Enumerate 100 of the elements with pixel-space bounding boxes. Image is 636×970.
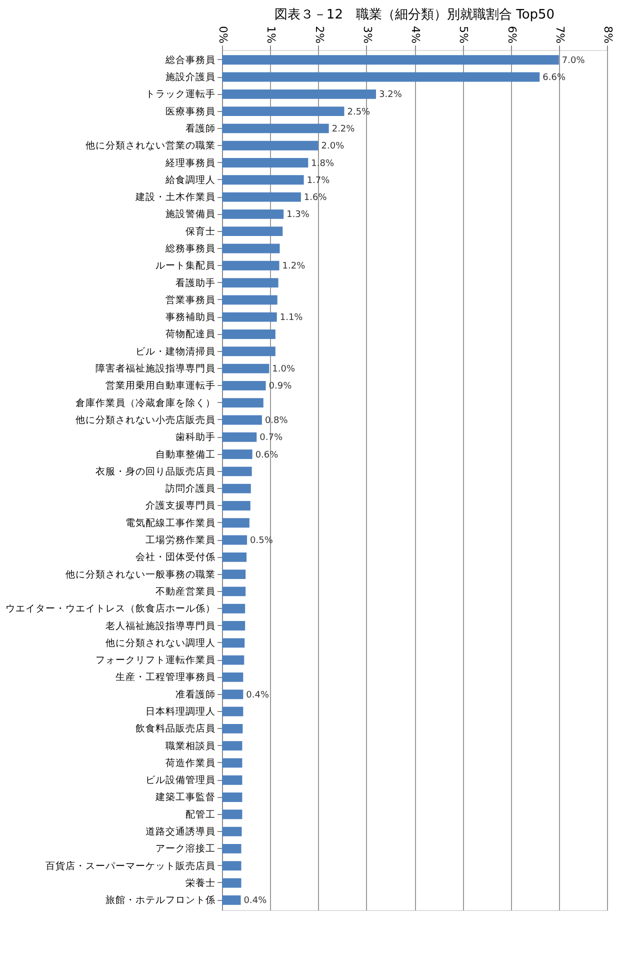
chart-title: 図表３－12 職業（細分類）別就職割合 Top50 <box>274 8 555 23</box>
bar <box>222 175 304 185</box>
bar <box>222 380 266 390</box>
bar <box>222 638 245 648</box>
y-tick-label: 介護支援専門員 <box>146 500 216 512</box>
x-tick-label: 7% <box>553 26 566 44</box>
bar <box>222 518 250 528</box>
bar <box>222 878 242 888</box>
y-tick-label: 百貨店・スーパーマーケット販売店員 <box>46 860 216 872</box>
y-tick-label: ビル設備管理員 <box>146 774 216 786</box>
data-label: 3.2% <box>379 90 402 100</box>
bar <box>222 826 242 836</box>
bar <box>222 364 270 374</box>
y-tick-label: 給食調理人 <box>164 174 216 186</box>
data-label: 1.2% <box>282 262 306 272</box>
bar <box>222 398 264 408</box>
y-tick-label: 准看護師 <box>176 688 216 700</box>
data-label: 0.4% <box>244 896 268 906</box>
data-label: 1.3% <box>286 210 310 220</box>
bar <box>222 501 250 510</box>
bar <box>222 484 251 494</box>
data-label: 2.5% <box>347 107 371 118</box>
y-tick-label: 他に分類されない小売店販売員 <box>76 414 216 426</box>
bar <box>222 124 329 134</box>
bar <box>222 586 246 596</box>
bar <box>222 706 244 716</box>
y-tick-label: 訪問介護員 <box>166 482 216 495</box>
bar <box>222 552 247 562</box>
bar <box>222 330 276 339</box>
bar <box>222 312 277 322</box>
y-tick-label: 他に分類されない調理人 <box>106 636 216 649</box>
data-label: 1.6% <box>304 193 328 204</box>
bar <box>222 226 283 236</box>
y-tick-label: 工場労務作業員 <box>146 534 216 546</box>
y-tick-label: 倉庫作業員（冷蔵倉庫を除く） <box>76 396 216 409</box>
y-tick-label: 生産・工程管理事務員 <box>116 671 216 684</box>
data-label: 0.4% <box>246 690 270 700</box>
bar <box>222 192 301 202</box>
y-tick-label: 施設警備員 <box>166 208 216 220</box>
bar <box>222 260 280 270</box>
bar <box>222 346 276 356</box>
bar <box>222 672 244 682</box>
y-tick-label: アーク溶接工 <box>156 842 216 855</box>
y-tick-label: ビル・建物清掃員 <box>136 345 216 358</box>
bar <box>222 861 242 871</box>
data-label: 2.0% <box>321 142 345 152</box>
y-tick-label: フォークリフト運転作業員 <box>96 654 216 666</box>
bar <box>222 741 242 751</box>
y-tick-label: 自動車整備工 <box>156 448 216 460</box>
y-tick-label: 営業事務員 <box>166 294 216 306</box>
y-tick-label: 不動産営業員 <box>156 585 216 598</box>
x-tick-label: 4% <box>409 26 422 44</box>
y-tick-label: 配管工 <box>186 809 216 820</box>
bar <box>222 775 242 785</box>
data-label: 6.6% <box>542 73 566 84</box>
y-tick-label: 飲食料品販売店員 <box>136 722 216 735</box>
y-tick-label: 日本料理調理人 <box>146 706 216 718</box>
data-label: 0.8% <box>264 416 288 426</box>
bar <box>222 466 252 476</box>
bar <box>222 604 246 614</box>
bar <box>222 158 308 168</box>
bar <box>222 432 257 442</box>
x-tick-label: 1% <box>264 26 278 44</box>
y-tick-label: 旅館・ホテルフロント係 <box>106 894 216 906</box>
data-label: 2.2% <box>332 124 356 134</box>
y-tick-label: 看護助手 <box>176 276 216 289</box>
bar <box>222 535 248 545</box>
bar <box>222 209 284 219</box>
y-tick-label: 栄養士 <box>186 876 216 889</box>
bar <box>222 140 318 150</box>
bar <box>222 72 540 82</box>
y-tick-label: 経理事務員 <box>164 156 216 169</box>
y-tick-label: 他に分類されない一般事務の職業 <box>66 568 216 580</box>
y-tick-label: 看護師 <box>186 122 216 134</box>
bar <box>222 724 243 734</box>
y-tick-label: 会社・団体受付係 <box>136 551 216 564</box>
bar <box>222 295 278 305</box>
y-tick-label: 営業用乗用自動車運転手 <box>106 380 216 392</box>
data-label: 1.0% <box>272 364 296 375</box>
bar <box>222 792 242 802</box>
y-tick-label: 電気配線工事作業員 <box>126 516 216 529</box>
bar <box>222 450 252 459</box>
y-tick-label: 建築工事監督 <box>154 791 216 804</box>
bar <box>222 278 278 288</box>
bar <box>222 106 344 116</box>
x-tick-label: 3% <box>360 26 374 44</box>
data-label: 1.8% <box>311 158 334 169</box>
data-label: 1.7% <box>306 176 330 186</box>
bar <box>222 844 242 854</box>
bar <box>222 55 559 65</box>
y-tick-label: 歯科助手 <box>176 431 216 444</box>
bar <box>222 690 244 700</box>
y-tick-label: トラック運転手 <box>146 88 216 100</box>
y-tick-label: 事務補助員 <box>166 311 216 324</box>
bar <box>222 621 246 630</box>
x-tick-label: 0% <box>216 26 230 44</box>
bar <box>222 758 242 768</box>
data-label: 0.6% <box>255 450 279 460</box>
bar <box>222 570 246 580</box>
y-tick-label: 他に分類されない営業の職業 <box>86 140 216 152</box>
